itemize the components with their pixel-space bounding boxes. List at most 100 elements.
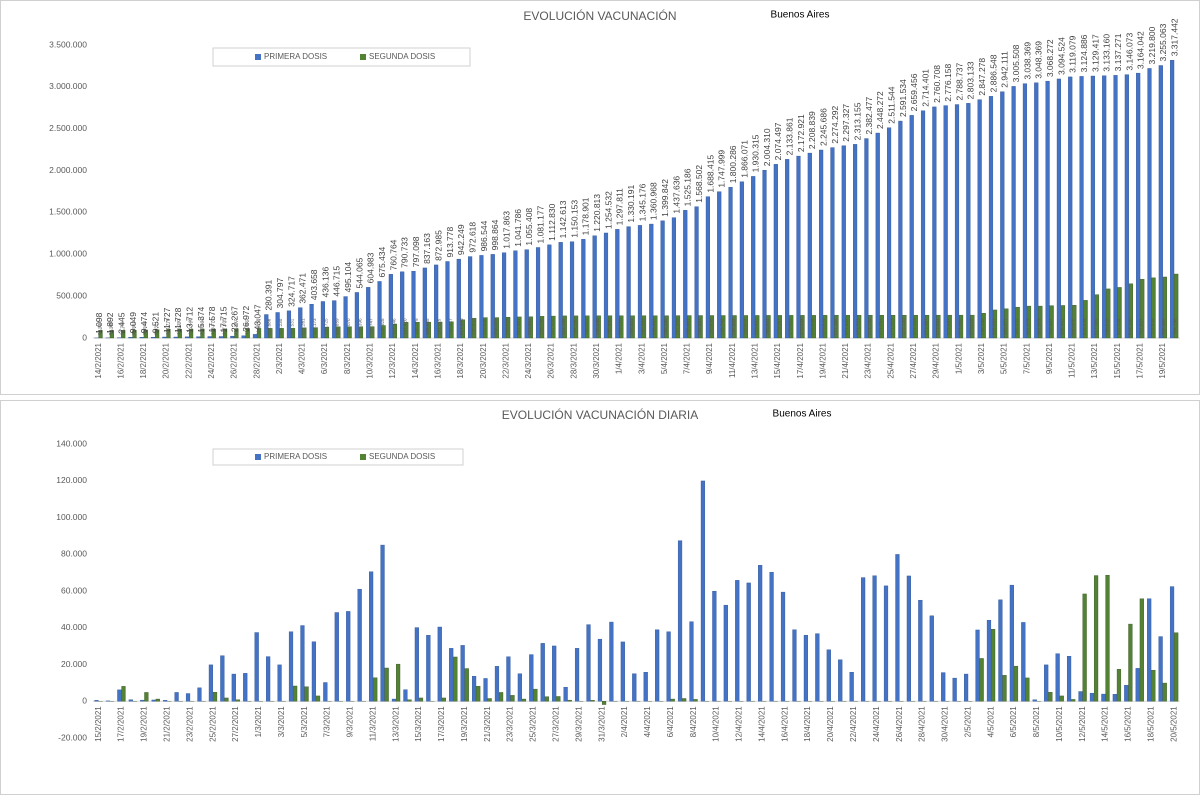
data-label: 2.788.737 bbox=[954, 62, 964, 100]
data-label: 266.466 bbox=[663, 318, 668, 335]
bar bbox=[476, 685, 481, 702]
x-tick-label: 30/4/2021 bbox=[941, 706, 950, 742]
bar bbox=[1049, 305, 1054, 339]
x-tick-label: 2/3/2021 bbox=[275, 342, 284, 374]
bar bbox=[200, 328, 205, 339]
bar bbox=[268, 328, 273, 339]
x-tick-label: 15/3/2021 bbox=[414, 706, 423, 742]
x-tick-label: 29/4/2021 bbox=[932, 342, 941, 378]
bar bbox=[721, 315, 726, 339]
bar bbox=[506, 317, 511, 339]
data-label: 1.568.502 bbox=[694, 165, 704, 203]
bar bbox=[220, 655, 225, 702]
bar bbox=[144, 692, 149, 702]
data-label: 403.658 bbox=[309, 269, 319, 300]
bar bbox=[717, 191, 722, 339]
data-label: 3.119.079 bbox=[1068, 35, 1078, 72]
data-label: 2.776.158 bbox=[943, 64, 953, 102]
data-label: 235.422 bbox=[471, 318, 476, 335]
data-label: 9.474 bbox=[139, 312, 149, 334]
bar bbox=[533, 688, 538, 702]
data-label: 2.448.272 bbox=[875, 91, 885, 129]
data-label: 1.081.177 bbox=[535, 205, 545, 243]
data-label: 248.415 bbox=[505, 318, 510, 335]
x-tick-label: 22/4/2021 bbox=[849, 706, 858, 742]
data-label: 972.618 bbox=[468, 222, 478, 253]
bar bbox=[1078, 691, 1083, 702]
data-label: 99.321 bbox=[153, 321, 158, 335]
bar bbox=[396, 663, 401, 702]
bar bbox=[377, 281, 382, 339]
bar bbox=[422, 267, 427, 339]
bar bbox=[184, 336, 190, 339]
bar bbox=[766, 315, 771, 339]
bar bbox=[241, 335, 246, 339]
bar bbox=[185, 693, 191, 702]
bar bbox=[513, 250, 518, 339]
bar bbox=[121, 686, 126, 702]
bar bbox=[597, 638, 603, 702]
bar bbox=[230, 335, 235, 339]
bar bbox=[620, 641, 625, 702]
bar bbox=[758, 565, 763, 702]
data-label: 986.544 bbox=[479, 220, 489, 251]
x-tick-label: 6/3/2021 bbox=[320, 342, 329, 374]
bar bbox=[381, 325, 386, 339]
x-tick-label: 20/3/2021 bbox=[479, 342, 488, 378]
bar bbox=[1105, 574, 1110, 702]
bar bbox=[1038, 305, 1043, 339]
data-label: 1.437.636 bbox=[671, 176, 681, 214]
data-label: 446.715 bbox=[332, 266, 342, 297]
bar bbox=[414, 627, 419, 702]
x-tick-label: 17/5/2021 bbox=[1135, 342, 1144, 378]
bar bbox=[150, 337, 156, 339]
bar bbox=[1059, 695, 1064, 702]
bar bbox=[906, 575, 911, 702]
bar bbox=[445, 261, 450, 339]
bar bbox=[357, 588, 362, 702]
data-label: 271.729 bbox=[867, 318, 872, 335]
y-tick-label: 2.500.000 bbox=[49, 123, 87, 133]
bar bbox=[857, 315, 862, 339]
bar bbox=[979, 658, 984, 702]
data-label: 2.847.278 bbox=[977, 58, 987, 96]
data-label: 258.795 bbox=[538, 318, 543, 335]
data-label: 586.618 bbox=[1105, 318, 1110, 335]
x-tick-label: 24/3/2021 bbox=[524, 342, 533, 378]
bar bbox=[849, 672, 854, 702]
bar bbox=[1025, 677, 1030, 702]
data-label: 272.253 bbox=[912, 318, 917, 335]
bar bbox=[637, 225, 643, 339]
data-label: 269.841 bbox=[765, 318, 770, 335]
bar bbox=[1002, 675, 1007, 702]
x-tick-label: 1/5/2021 bbox=[954, 342, 963, 374]
x-tick-label: 16/5/2021 bbox=[1124, 706, 1133, 742]
bar bbox=[132, 330, 137, 339]
data-label: 106.644 bbox=[199, 318, 204, 335]
x-tick-label: 24/2/2021 bbox=[207, 342, 216, 378]
bar bbox=[366, 287, 371, 339]
data-label: 17.578 bbox=[207, 306, 217, 332]
data-label: 271.721 bbox=[856, 318, 861, 335]
bar bbox=[1026, 305, 1032, 339]
y-tick-label: 20.000 bbox=[61, 659, 87, 669]
bar bbox=[800, 315, 805, 339]
data-label: 386.467 bbox=[1048, 318, 1053, 335]
bar bbox=[313, 327, 318, 339]
bar bbox=[128, 337, 133, 339]
data-label: 3.164.042 bbox=[1136, 31, 1146, 69]
bar bbox=[1140, 279, 1145, 339]
bar bbox=[460, 319, 465, 339]
bar bbox=[1055, 653, 1060, 702]
bar bbox=[256, 328, 262, 339]
data-label: 1.041.786 bbox=[513, 209, 523, 247]
x-tick-label: 9/4/2021 bbox=[705, 342, 714, 374]
data-label: 3.219.800 bbox=[1147, 26, 1157, 64]
bar bbox=[712, 590, 717, 702]
data-label: 9.049 bbox=[128, 312, 138, 334]
data-label: 1.747.999 bbox=[717, 150, 727, 188]
bar bbox=[288, 631, 294, 702]
data-label: 718.845 bbox=[1150, 318, 1155, 335]
bar bbox=[728, 187, 733, 339]
x-tick-label: 25/3/2021 bbox=[529, 706, 538, 742]
